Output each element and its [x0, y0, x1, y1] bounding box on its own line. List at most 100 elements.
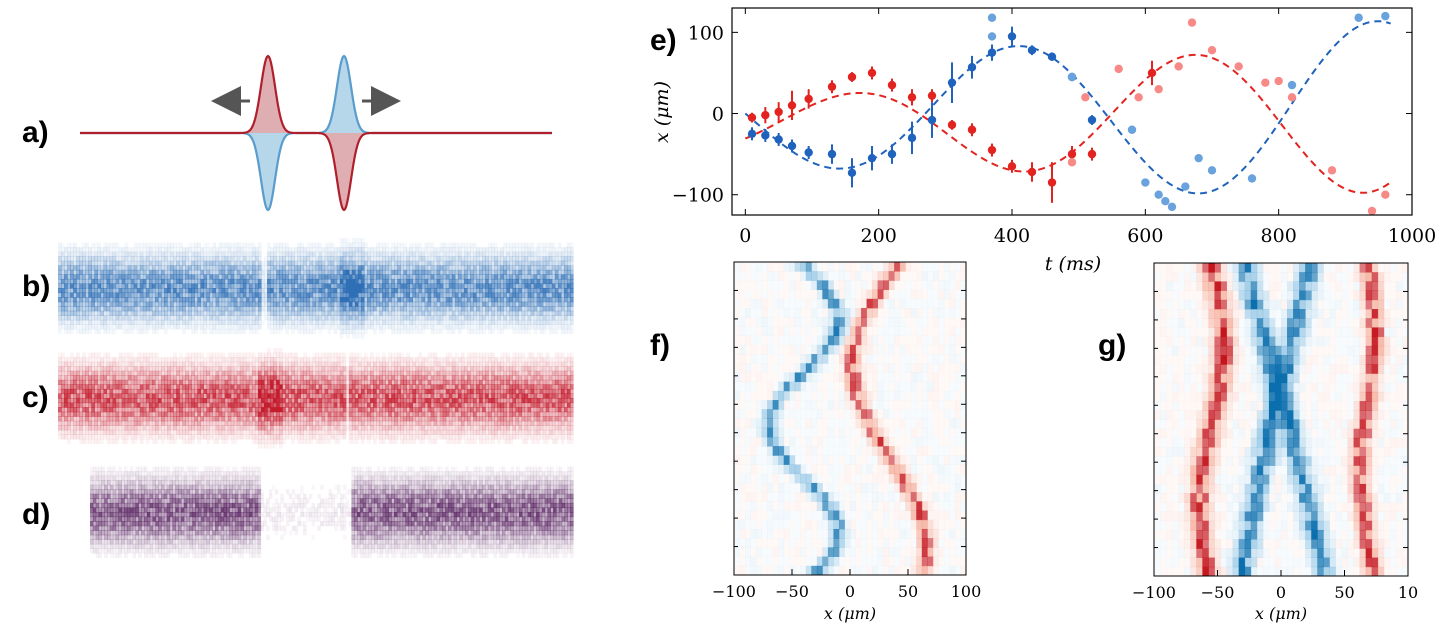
density-pixel	[154, 324, 159, 330]
density-pixel	[91, 256, 95, 262]
density-pixel	[188, 251, 192, 257]
density-pixel	[445, 328, 450, 335]
density-pixel	[536, 274, 541, 280]
density-pixel	[557, 319, 562, 325]
density-pixel	[209, 288, 214, 294]
density-pixel	[136, 265, 141, 271]
density-pixel	[194, 283, 198, 289]
density-pixel	[500, 297, 504, 303]
density-pixel	[488, 283, 492, 289]
density-pixel	[545, 242, 550, 248]
density-pixel	[124, 256, 129, 262]
density-pixel	[406, 260, 411, 266]
density-pixel	[506, 324, 510, 330]
density-pixel	[273, 328, 277, 335]
density-pixel	[91, 283, 95, 289]
density-pixel	[551, 292, 556, 298]
density-pixel	[370, 283, 374, 289]
density-pixel	[418, 366, 423, 372]
density-pixel	[373, 260, 377, 266]
density-pixel	[563, 328, 568, 335]
pulse-red-down-fill	[304, 133, 384, 210]
density-pixel	[566, 301, 571, 307]
density-pixel	[494, 256, 498, 262]
density-pixel	[563, 251, 568, 257]
density-pixel	[70, 242, 74, 248]
density-pixel	[412, 310, 417, 316]
density-pixel	[397, 251, 401, 257]
density-pixel	[527, 269, 532, 275]
density-pixel	[533, 370, 538, 376]
density-pixel	[179, 283, 183, 289]
density-pixel	[466, 319, 471, 325]
density-pixel	[206, 324, 211, 330]
density-pixel	[154, 292, 159, 298]
density-pixel	[521, 274, 526, 280]
density-pixel	[212, 278, 217, 285]
density-pixel	[506, 247, 510, 253]
density-pixel	[115, 251, 120, 257]
density-pixel	[463, 260, 468, 266]
density-pixel	[351, 288, 356, 294]
density-pixel	[503, 301, 507, 307]
density-pixel	[103, 297, 108, 303]
density-pixel	[339, 283, 344, 289]
density-pixel	[103, 375, 108, 381]
density-pixel	[206, 292, 211, 298]
density-pixel	[388, 361, 392, 367]
density-pixel	[363, 269, 368, 275]
density-pixel	[270, 292, 274, 298]
density-pixel	[476, 315, 480, 321]
density-pixel	[203, 251, 208, 257]
density-pixel	[309, 247, 314, 253]
density-pixel	[385, 301, 389, 307]
density-pixel	[394, 274, 398, 280]
density-pixel	[297, 251, 301, 257]
density-pixel	[409, 306, 414, 312]
density-pixel	[500, 306, 504, 312]
density-pixel	[179, 366, 183, 372]
density-pixel	[115, 283, 120, 289]
density-pixel	[248, 242, 253, 248]
density-pixel	[391, 324, 395, 330]
density-pixel	[94, 265, 98, 271]
density-pixel	[248, 269, 253, 275]
density-pixel	[251, 361, 256, 367]
density-pixel	[70, 288, 74, 294]
density-pixel	[285, 242, 289, 248]
density-pixel	[400, 242, 404, 248]
density-pixel	[151, 361, 156, 367]
density-pixel	[236, 370, 241, 376]
density-pixel	[315, 247, 320, 253]
density-pixel	[385, 274, 389, 280]
density-pixel	[500, 310, 504, 316]
density-pixel	[421, 283, 426, 289]
density-pixel	[100, 265, 105, 271]
density-pixel	[318, 306, 323, 312]
density-pixel	[373, 319, 377, 325]
density-pixel	[333, 265, 338, 271]
density-pixel	[521, 265, 526, 271]
density-pixel	[400, 306, 404, 312]
density-pixel	[488, 357, 492, 363]
density-pixel	[227, 269, 232, 275]
density-pixel	[479, 288, 483, 294]
density-pixel	[470, 357, 474, 363]
density-pixel	[176, 319, 180, 325]
density-pixel	[97, 269, 102, 275]
density-pixel	[463, 366, 468, 372]
density-pixel	[182, 315, 186, 321]
density-pixel	[312, 324, 317, 330]
density-pixel	[251, 370, 256, 376]
density-pixel	[445, 366, 450, 372]
density-pixel	[339, 310, 344, 316]
density-pixel	[360, 333, 365, 339]
density-pixel	[457, 328, 462, 335]
density-pixel	[363, 319, 368, 325]
density-pixel	[206, 310, 211, 316]
density-pixel	[118, 306, 123, 312]
density-pixel	[454, 301, 459, 307]
density-pixel	[145, 247, 150, 253]
density-pixel	[536, 310, 541, 316]
density-pixel	[197, 288, 201, 294]
